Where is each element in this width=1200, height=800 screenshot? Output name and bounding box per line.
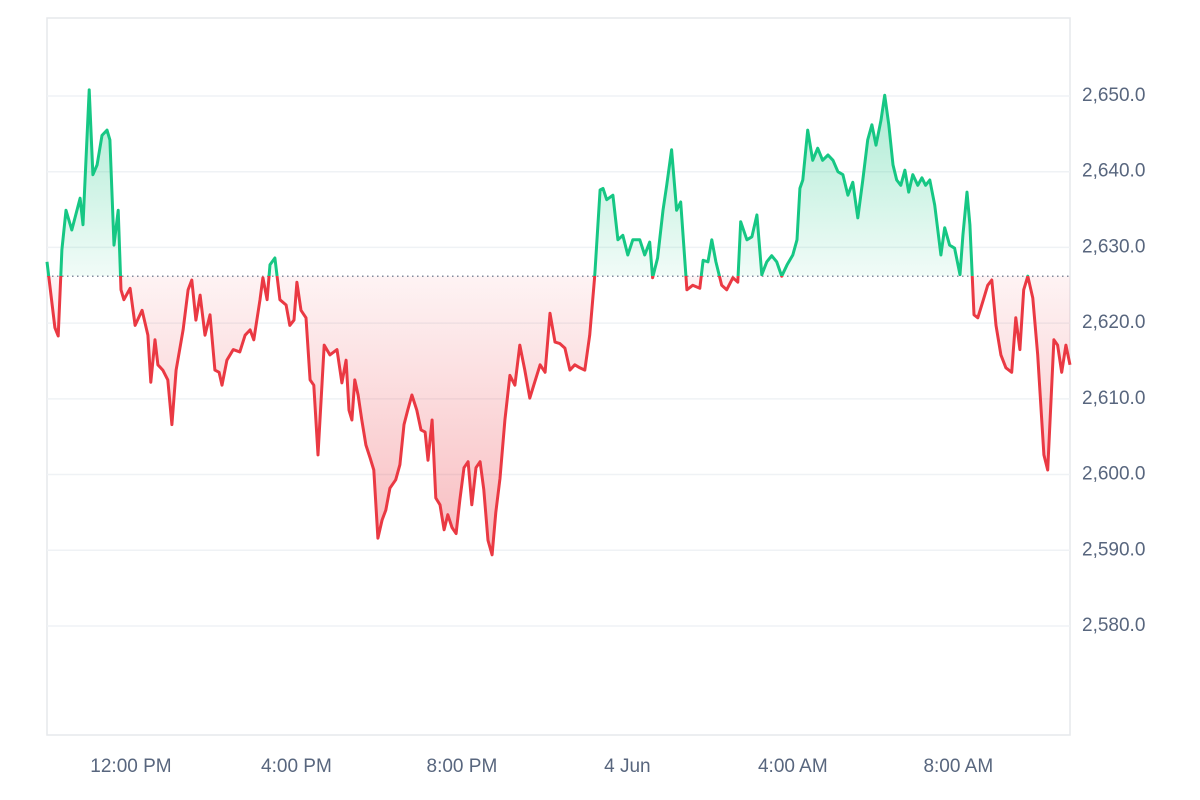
y-tick-label: 2,600.0 — [1082, 464, 1145, 485]
x-tick-label: 4 Jun — [604, 756, 650, 777]
y-tick-label: 2,590.0 — [1082, 539, 1145, 560]
x-tick-label: 8:00 AM — [923, 756, 993, 777]
x-tick-label: 4:00 AM — [758, 756, 828, 777]
plot-frame — [46, 17, 1071, 736]
x-tick-label: 8:00 PM — [427, 756, 498, 777]
y-tick-label: 2,630.0 — [1082, 236, 1145, 257]
x-tick-label: 4:00 PM — [261, 756, 332, 777]
area — [47, 89, 1070, 555]
y-tick-label: 2,610.0 — [1082, 388, 1145, 409]
y-tick-label: 2,580.0 — [1082, 615, 1145, 636]
price-line — [45, 88, 1072, 557]
y-tick-label: 2,620.0 — [1082, 312, 1145, 333]
y-tick-label: 2,640.0 — [1082, 161, 1145, 182]
x-tick-label: 12:00 PM — [90, 756, 171, 777]
y-tick-label: 2,650.0 — [1082, 85, 1145, 106]
